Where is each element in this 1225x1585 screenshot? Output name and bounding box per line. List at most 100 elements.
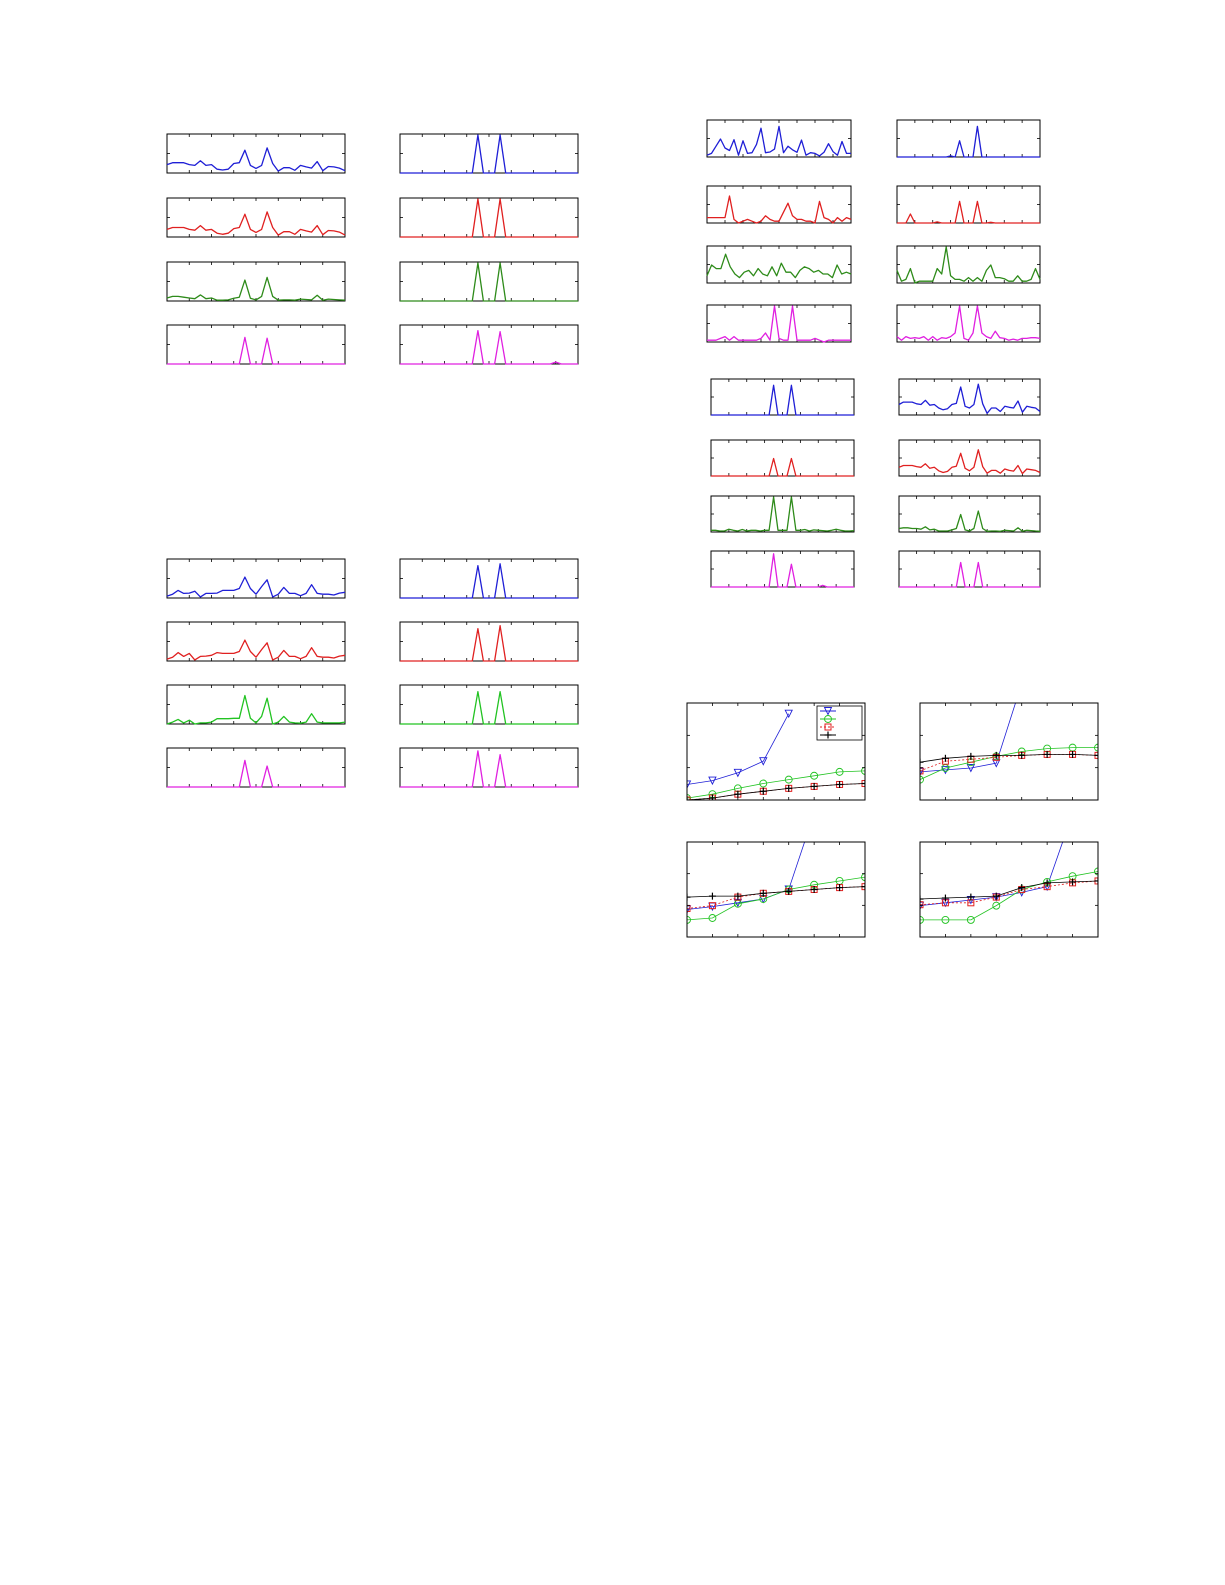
square-marker: [920, 767, 924, 775]
small-line-plot: [399, 261, 579, 302]
plot-frame: [686, 702, 866, 801]
triangle-down-marker: [823, 707, 833, 716]
triangle-down-marker: [708, 776, 717, 786]
series-line: [166, 639, 346, 661]
small-line-plot: [710, 439, 855, 477]
plot-frame: [166, 261, 346, 302]
circle-marker: [992, 901, 1001, 910]
comparison-line-plot: [686, 702, 866, 801]
small-line-plot: [706, 245, 852, 284]
small-line-plot: [896, 185, 1041, 224]
small-line-plot: [896, 119, 1041, 158]
series-line: [687, 886, 865, 909]
series-line: [166, 147, 346, 172]
series-line: [706, 253, 852, 279]
plot-frame: [166, 324, 346, 365]
square-marker: [687, 905, 691, 912]
circle-marker: [941, 915, 950, 924]
plot-frame: [166, 747, 346, 788]
small-line-plot: [399, 133, 579, 174]
circle-marker: [920, 775, 924, 784]
plot-frame: [166, 684, 346, 725]
small-line-plot: [399, 747, 579, 788]
small-line-plot: [706, 119, 852, 158]
small-line-plot: [166, 558, 346, 599]
series-line: [400, 329, 578, 365]
series-line: [687, 886, 865, 898]
small-line-plot: [166, 261, 346, 302]
circle-marker: [835, 767, 844, 776]
small-line-plot: [898, 550, 1041, 588]
square-marker: [824, 723, 832, 731]
series-line: [897, 200, 1040, 224]
series-line: [400, 198, 578, 238]
plot-frame: [898, 378, 1041, 416]
series-line: [400, 563, 578, 599]
series-line: [896, 246, 1041, 284]
triangle-down-marker: [920, 767, 925, 777]
plot-frame: [710, 439, 855, 477]
series-line: [707, 195, 852, 224]
plot-area: [920, 703, 1098, 784]
series-line: [400, 691, 578, 725]
small-line-plot: [710, 495, 855, 533]
plot-frame: [166, 621, 346, 662]
triangle-down-marker: [733, 768, 743, 778]
plot-frame: [399, 621, 579, 662]
plot-area: [920, 842, 1098, 924]
triangle-down-marker: [687, 780, 692, 789]
series-line: [898, 510, 1041, 532]
series-line: [687, 842, 805, 910]
series-line: [920, 880, 1098, 900]
small-line-plot: [898, 378, 1041, 416]
plot-frame: [399, 197, 579, 238]
plot-frame: [710, 378, 855, 416]
plot-frame: [399, 558, 579, 599]
series-line: [687, 713, 790, 785]
small-line-plot: [399, 197, 579, 238]
small-line-plot: [898, 439, 1041, 477]
plot-area: [687, 842, 865, 924]
small-line-plot: [706, 304, 852, 343]
square-marker: [920, 901, 924, 909]
plot-frame: [166, 197, 346, 238]
series-line: [711, 384, 854, 416]
small-line-plot: [898, 495, 1041, 533]
series-line: [897, 125, 1040, 158]
circle-marker: [861, 873, 865, 882]
plot-area: [687, 709, 865, 800]
series-line: [400, 134, 578, 174]
circle-marker: [784, 775, 793, 784]
series-line: [707, 305, 851, 343]
plot-frame: [919, 702, 1099, 801]
plot-frame: [706, 185, 852, 224]
series-line: [920, 842, 1064, 906]
legend-box: [816, 705, 863, 741]
plot-frame: [710, 550, 855, 588]
triangle-down-marker: [784, 709, 793, 719]
small-line-plot: [166, 747, 346, 788]
plot-frame: [399, 684, 579, 725]
small-line-plot: [166, 684, 346, 725]
small-line-plot: [166, 324, 346, 365]
legend: [816, 705, 863, 741]
series-line: [898, 449, 1041, 475]
small-line-plot: [399, 684, 579, 725]
series-line: [896, 305, 1041, 341]
plot-frame: [399, 747, 579, 788]
series-line: [711, 457, 854, 477]
plot-frame: [919, 841, 1099, 938]
small-line-plot: [166, 133, 346, 174]
plot-frame: [896, 119, 1041, 158]
circle-marker: [1094, 743, 1098, 752]
circle-marker: [708, 914, 717, 922]
plot-frame: [399, 324, 579, 365]
small-line-plot: [710, 550, 855, 588]
plot-frame: [896, 304, 1041, 343]
series-line: [687, 770, 865, 799]
series-line: [687, 783, 865, 800]
series-line: [920, 754, 1098, 763]
series-line: [166, 276, 346, 301]
circle-marker: [810, 771, 819, 780]
